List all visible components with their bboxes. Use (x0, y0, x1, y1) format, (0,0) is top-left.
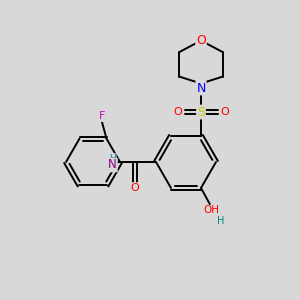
Text: N: N (196, 82, 206, 94)
Text: O: O (220, 107, 229, 117)
Text: O: O (130, 183, 140, 193)
Text: F: F (99, 111, 105, 121)
Text: S: S (197, 106, 205, 118)
Text: N: N (108, 158, 117, 172)
Text: O: O (196, 34, 206, 47)
Text: OH: OH (203, 206, 220, 215)
Text: H: H (109, 154, 116, 163)
Text: H: H (217, 216, 224, 226)
Text: O: O (173, 107, 182, 117)
